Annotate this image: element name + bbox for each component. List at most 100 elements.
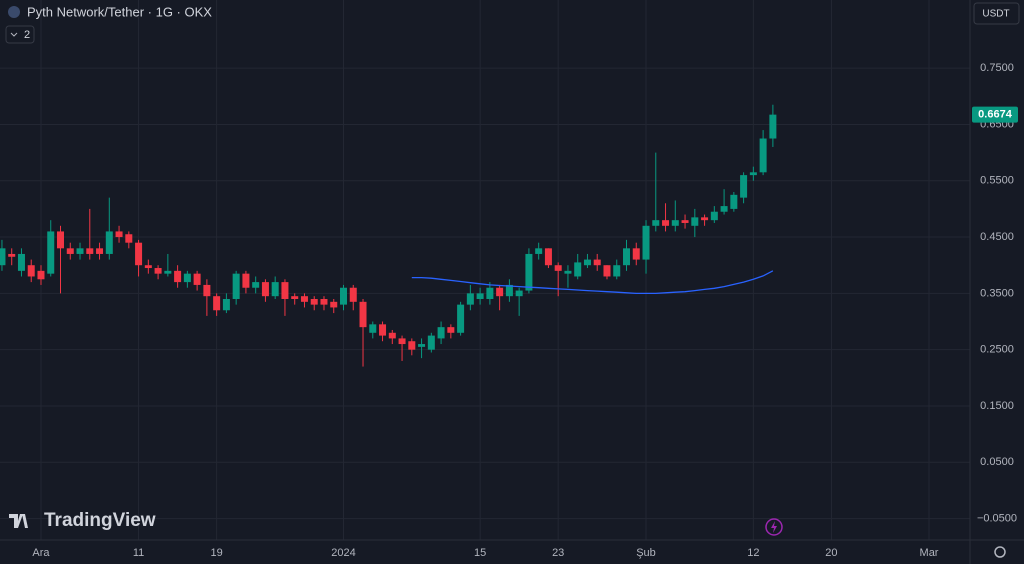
x-tick-label: 2024 — [331, 547, 355, 559]
last-price-badge — [972, 106, 1018, 123]
candle-body — [710, 211, 718, 221]
candle-body — [632, 248, 640, 260]
settings-icon[interactable] — [994, 546, 1006, 558]
candle-body — [681, 220, 689, 223]
candle-body — [86, 248, 94, 254]
candle-body — [27, 265, 35, 277]
candle-body — [37, 270, 45, 280]
candle-body — [0, 248, 6, 266]
candle-body — [603, 265, 611, 277]
candle-body — [691, 217, 699, 226]
candle-body — [525, 253, 533, 291]
candle-body — [213, 296, 221, 311]
y-tick-label: −0.0500 — [977, 513, 1017, 525]
candle-body — [554, 265, 562, 271]
x-tick-label: 12 — [747, 547, 759, 559]
candle-body — [320, 298, 328, 305]
grid — [0, 0, 970, 540]
candle-body — [662, 220, 670, 226]
chart-title: Pyth Network/Tether · 1G · OKX — [27, 4, 212, 19]
candle-body — [769, 114, 777, 139]
candle-body — [8, 253, 16, 257]
candle-body — [379, 324, 387, 336]
candle-body — [135, 242, 143, 266]
candle-body — [369, 324, 377, 333]
indicator-toggle[interactable] — [5, 25, 35, 44]
candle-body — [349, 287, 357, 302]
candle-body — [203, 284, 211, 297]
candle-body — [232, 273, 240, 299]
candle-body — [457, 304, 465, 333]
candle-body — [340, 287, 348, 305]
y-tick-label: 0.5500 — [980, 175, 1014, 187]
candle-body — [583, 259, 591, 266]
candle-body — [330, 301, 338, 308]
candle-body — [359, 301, 367, 328]
moving-average-line — [411, 270, 774, 295]
y-tick-label: 0.4500 — [980, 231, 1014, 243]
candle-body — [281, 282, 289, 299]
candle-body — [183, 273, 191, 283]
candle-body — [701, 217, 709, 221]
candle-body — [466, 293, 474, 305]
candle-body — [17, 253, 25, 271]
x-tick-label: 19 — [211, 547, 223, 559]
last-price-label: 0.6674 — [978, 109, 1013, 121]
x-tick-label: 23 — [552, 547, 564, 559]
candle-body — [57, 231, 65, 249]
event-icon[interactable] — [765, 518, 783, 536]
x-tick-label: 15 — [474, 547, 486, 559]
candle-body — [642, 225, 650, 260]
candle-body — [496, 287, 504, 297]
candle-body — [310, 298, 318, 305]
candle-body — [486, 287, 494, 299]
y-tick-label: 0.3500 — [980, 287, 1014, 299]
candle-body — [242, 273, 250, 288]
candle-body — [730, 194, 738, 209]
candle-body — [164, 270, 172, 274]
candle-body — [515, 290, 523, 297]
watermark: TradingView — [44, 510, 156, 531]
candle-body — [105, 231, 113, 254]
candle-body — [388, 332, 396, 339]
candle-body — [740, 175, 748, 198]
currency-button[interactable] — [973, 2, 1020, 25]
chevron-icon — [10, 32, 18, 37]
candle-body — [720, 206, 728, 212]
candle-body — [418, 344, 426, 347]
candle-body — [671, 220, 679, 226]
currency: USDT — [982, 9, 1009, 20]
candle-body — [66, 248, 74, 254]
candle-body — [476, 293, 484, 299]
candle-body — [193, 273, 201, 285]
candle-body — [427, 335, 435, 350]
candle-body — [505, 284, 513, 297]
x-tick-label: 11 — [133, 547, 144, 559]
x-tick-label: 20 — [825, 547, 837, 559]
candle-body — [144, 265, 152, 269]
candle-body — [154, 268, 162, 274]
x-tick-label: Ara — [32, 547, 50, 559]
candle-body — [564, 270, 572, 274]
logo-icon — [9, 514, 28, 528]
candle-body — [115, 231, 123, 238]
candle-body — [271, 282, 279, 297]
y-tick-label: 0.7500 — [980, 62, 1014, 74]
candle-body — [759, 138, 767, 173]
candle-body — [574, 262, 582, 277]
candle-body — [222, 298, 230, 311]
symbol-icon — [8, 6, 20, 18]
candle-body — [125, 234, 133, 243]
candle-body — [749, 172, 757, 176]
candle-body — [261, 282, 269, 297]
candle-body — [613, 265, 621, 277]
x-tick-label: Şub — [636, 547, 656, 559]
event-icon-glyph — [771, 521, 777, 533]
candle-body — [544, 248, 552, 266]
plot-area — [0, 104, 777, 367]
candle-body — [593, 259, 601, 266]
candle-body — [398, 338, 406, 345]
